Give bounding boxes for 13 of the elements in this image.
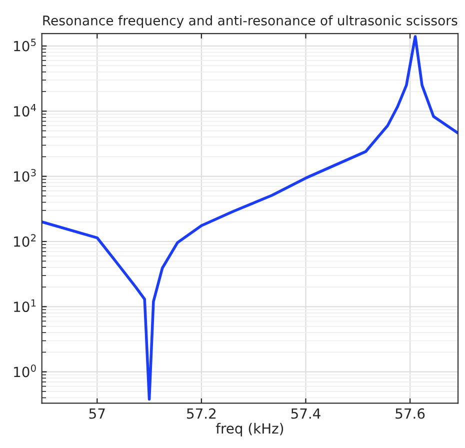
x-axis-title: freq (kHz) [216,422,284,436]
y-tick-label: 10$^{5}$ [14,38,36,52]
y-tick-label: 10$^{4}$ [14,104,36,117]
chart-title: Resonance frequency and anti-resonance of ultrasonic scissors [43,15,458,28]
x-tick-label: 57.4 [291,408,320,419]
y-tick-label: 10$^{3}$ [14,168,36,182]
x-tick-label: 57.6 [396,408,425,419]
y-tick-label: 10$^{2}$ [14,234,36,247]
line-series [42,35,458,401]
y-tick-label: 10$^{1}$ [14,299,36,312]
y-tick-label: 10$^{0}$ [14,364,36,378]
x-tick-label: 57 [89,408,105,419]
x-tick-label: 57.2 [187,408,216,419]
